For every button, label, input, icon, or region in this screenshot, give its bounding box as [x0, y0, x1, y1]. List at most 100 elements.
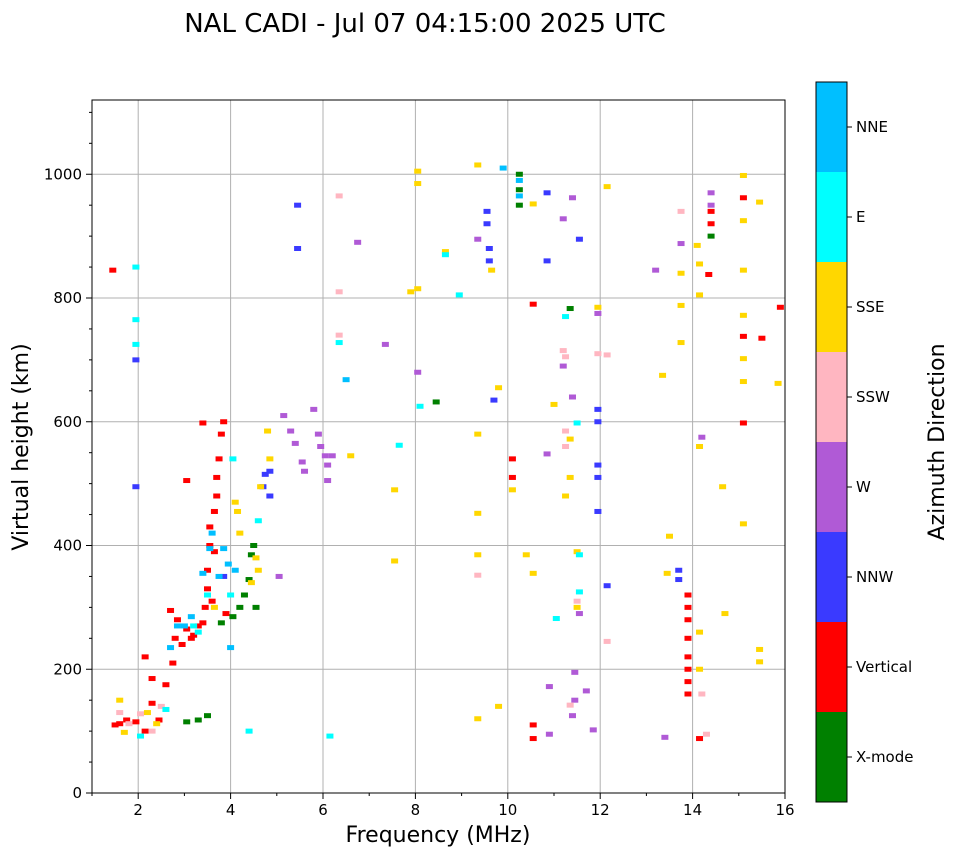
data-point	[707, 208, 715, 214]
data-point	[148, 728, 156, 734]
data-point	[178, 642, 186, 647]
colorbar-tick-label: W	[856, 478, 871, 496]
data-point	[335, 289, 343, 295]
data-point	[603, 583, 611, 589]
data-point	[490, 397, 498, 403]
data-point	[167, 645, 175, 651]
data-point	[247, 580, 255, 586]
colorbar-tick-label: SSW	[856, 388, 890, 406]
data-point	[474, 162, 482, 168]
data-point	[137, 733, 145, 739]
data-point	[603, 638, 611, 644]
data-point	[201, 604, 209, 610]
data-point	[707, 202, 715, 208]
colorbar-segment	[816, 532, 847, 622]
colorbar: X-mode Vertical NNW W SSW SSE E NNE	[815, 81, 913, 803]
data-point	[559, 363, 567, 369]
data-point	[266, 493, 274, 499]
data-point	[573, 598, 581, 604]
data-point	[474, 510, 482, 516]
data-point	[280, 413, 288, 419]
series-nne	[167, 165, 523, 651]
plot-frame	[91, 99, 786, 794]
x-tick-label: 2	[133, 801, 143, 819]
data-point	[347, 453, 355, 459]
data-point	[485, 246, 493, 251]
data-point	[474, 236, 482, 242]
data-point	[252, 555, 260, 561]
colorbar-tick-label: Vertical	[856, 658, 912, 676]
data-point	[495, 385, 503, 391]
data-point	[707, 190, 715, 196]
data-point	[132, 317, 140, 323]
data-point	[252, 604, 260, 610]
data-point	[545, 731, 553, 737]
data-point	[508, 487, 516, 493]
data-point	[474, 572, 482, 578]
data-point	[684, 691, 692, 697]
data-point	[187, 614, 195, 620]
data-point	[321, 453, 329, 459]
data-point	[162, 682, 170, 688]
data-point	[756, 646, 764, 652]
data-point	[684, 617, 692, 623]
data-point	[756, 659, 764, 665]
data-point	[240, 592, 248, 598]
data-point	[247, 552, 255, 558]
series-sse	[116, 162, 782, 735]
data-point	[571, 697, 579, 703]
data-point	[137, 711, 145, 717]
data-point	[116, 710, 124, 716]
series-nnw	[132, 190, 683, 589]
data-point	[141, 654, 149, 660]
data-point	[227, 592, 235, 598]
data-point	[231, 567, 239, 573]
series-e	[132, 252, 583, 739]
data-point	[571, 669, 579, 675]
data-point	[190, 623, 198, 629]
y-axis-label: Virtual height (km)	[9, 343, 34, 550]
data-point	[183, 719, 191, 725]
data-point	[204, 592, 211, 598]
data-point	[206, 524, 214, 530]
data-point	[298, 459, 306, 465]
colorbar-tick-label: X-mode	[856, 748, 913, 766]
data-point	[485, 258, 493, 264]
data-point	[698, 691, 706, 697]
data-point	[774, 380, 782, 386]
data-point	[291, 440, 299, 446]
data-point	[508, 474, 516, 480]
data-point	[589, 727, 597, 733]
data-point	[335, 340, 343, 346]
data-point	[573, 549, 581, 555]
y-tick-label: 800	[53, 289, 82, 307]
data-point	[206, 543, 214, 548]
data-point	[739, 420, 747, 426]
data-point	[550, 401, 558, 407]
data-point	[483, 208, 491, 214]
data-point	[739, 333, 747, 339]
data-point	[208, 530, 216, 536]
colorbar-segment	[816, 712, 847, 802]
colorbar-tick-label: SSE	[856, 298, 885, 316]
data-point	[220, 573, 228, 579]
data-point	[217, 431, 225, 437]
colorbar-segment	[816, 172, 847, 262]
data-point	[132, 719, 140, 725]
data-point	[275, 573, 283, 579]
data-point	[566, 306, 574, 312]
data-point	[294, 202, 302, 208]
data-point	[684, 666, 692, 672]
data-point	[707, 221, 715, 227]
data-point	[594, 351, 602, 357]
data-point	[414, 168, 422, 174]
series-w	[275, 190, 715, 740]
data-point	[684, 592, 692, 598]
data-point	[236, 604, 244, 610]
data-point	[543, 190, 551, 196]
data-point	[220, 419, 228, 425]
data-point	[204, 713, 211, 719]
data-point	[407, 289, 415, 295]
data-point	[111, 722, 119, 728]
colorbar-segment	[816, 82, 847, 172]
